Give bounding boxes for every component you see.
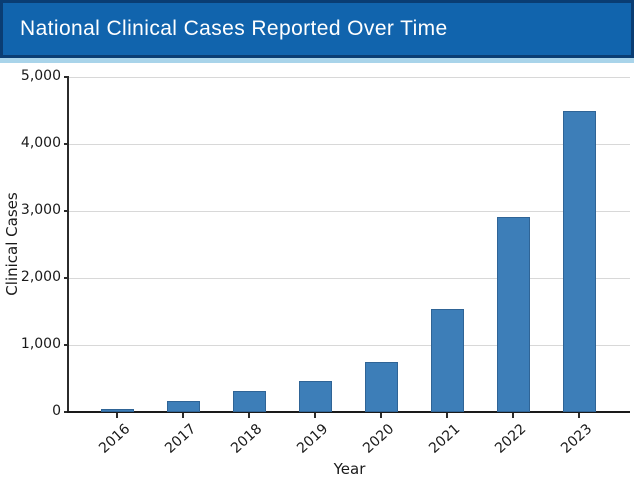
x-tick	[248, 413, 250, 418]
x-tick-label: 2018	[228, 421, 266, 457]
x-tick-label: 2019	[294, 421, 332, 457]
x-tick-label: 2021	[426, 421, 464, 457]
bar-2023	[562, 110, 596, 412]
y-tick-label: 3,000	[20, 202, 61, 218]
bar-2022	[496, 217, 530, 412]
header-banner: National Clinical Cases Reported Over Ti…	[0, 0, 634, 58]
gridline	[69, 210, 630, 212]
y-tick	[64, 277, 69, 279]
y-tick	[64, 76, 69, 78]
gridline	[69, 76, 630, 78]
y-tick	[64, 411, 69, 413]
gridline	[69, 344, 630, 346]
y-axis-spine	[67, 77, 69, 413]
y-tick-label: 1,000	[20, 336, 61, 352]
bar-2018	[232, 390, 266, 412]
x-tick	[578, 413, 580, 418]
bar-2016	[100, 408, 134, 412]
x-tick-label: 2017	[162, 421, 200, 457]
bar-2017	[166, 401, 200, 412]
x-tick	[446, 413, 448, 418]
y-tick	[64, 210, 69, 212]
y-tick	[64, 143, 69, 145]
x-tick-label: 2023	[558, 421, 596, 457]
header-underline	[0, 58, 634, 63]
chart-title: National Clinical Cases Reported Over Ti…	[20, 17, 448, 40]
x-tick	[182, 413, 184, 418]
x-tick-label: 2022	[492, 421, 530, 457]
bar-2020	[364, 361, 398, 412]
bar-2019	[298, 380, 332, 412]
y-tick-label: 0	[52, 403, 61, 419]
y-tick	[64, 344, 69, 346]
x-axis-spine	[67, 411, 630, 413]
y-tick-label: 5,000	[20, 68, 61, 84]
bar-2021	[430, 308, 464, 412]
x-tick	[380, 413, 382, 418]
x-tick	[512, 413, 514, 418]
y-tick-label: 2,000	[20, 269, 61, 285]
x-tick	[116, 413, 118, 418]
x-axis-title: Year	[333, 460, 366, 478]
y-axis-title: Clinical Cases	[3, 192, 21, 296]
gridline	[69, 143, 630, 145]
y-tick-label: 4,000	[20, 135, 61, 151]
gridline	[69, 277, 630, 279]
x-tick-label: 2016	[96, 421, 134, 457]
x-tick-label: 2020	[360, 421, 398, 457]
x-tick	[314, 413, 316, 418]
